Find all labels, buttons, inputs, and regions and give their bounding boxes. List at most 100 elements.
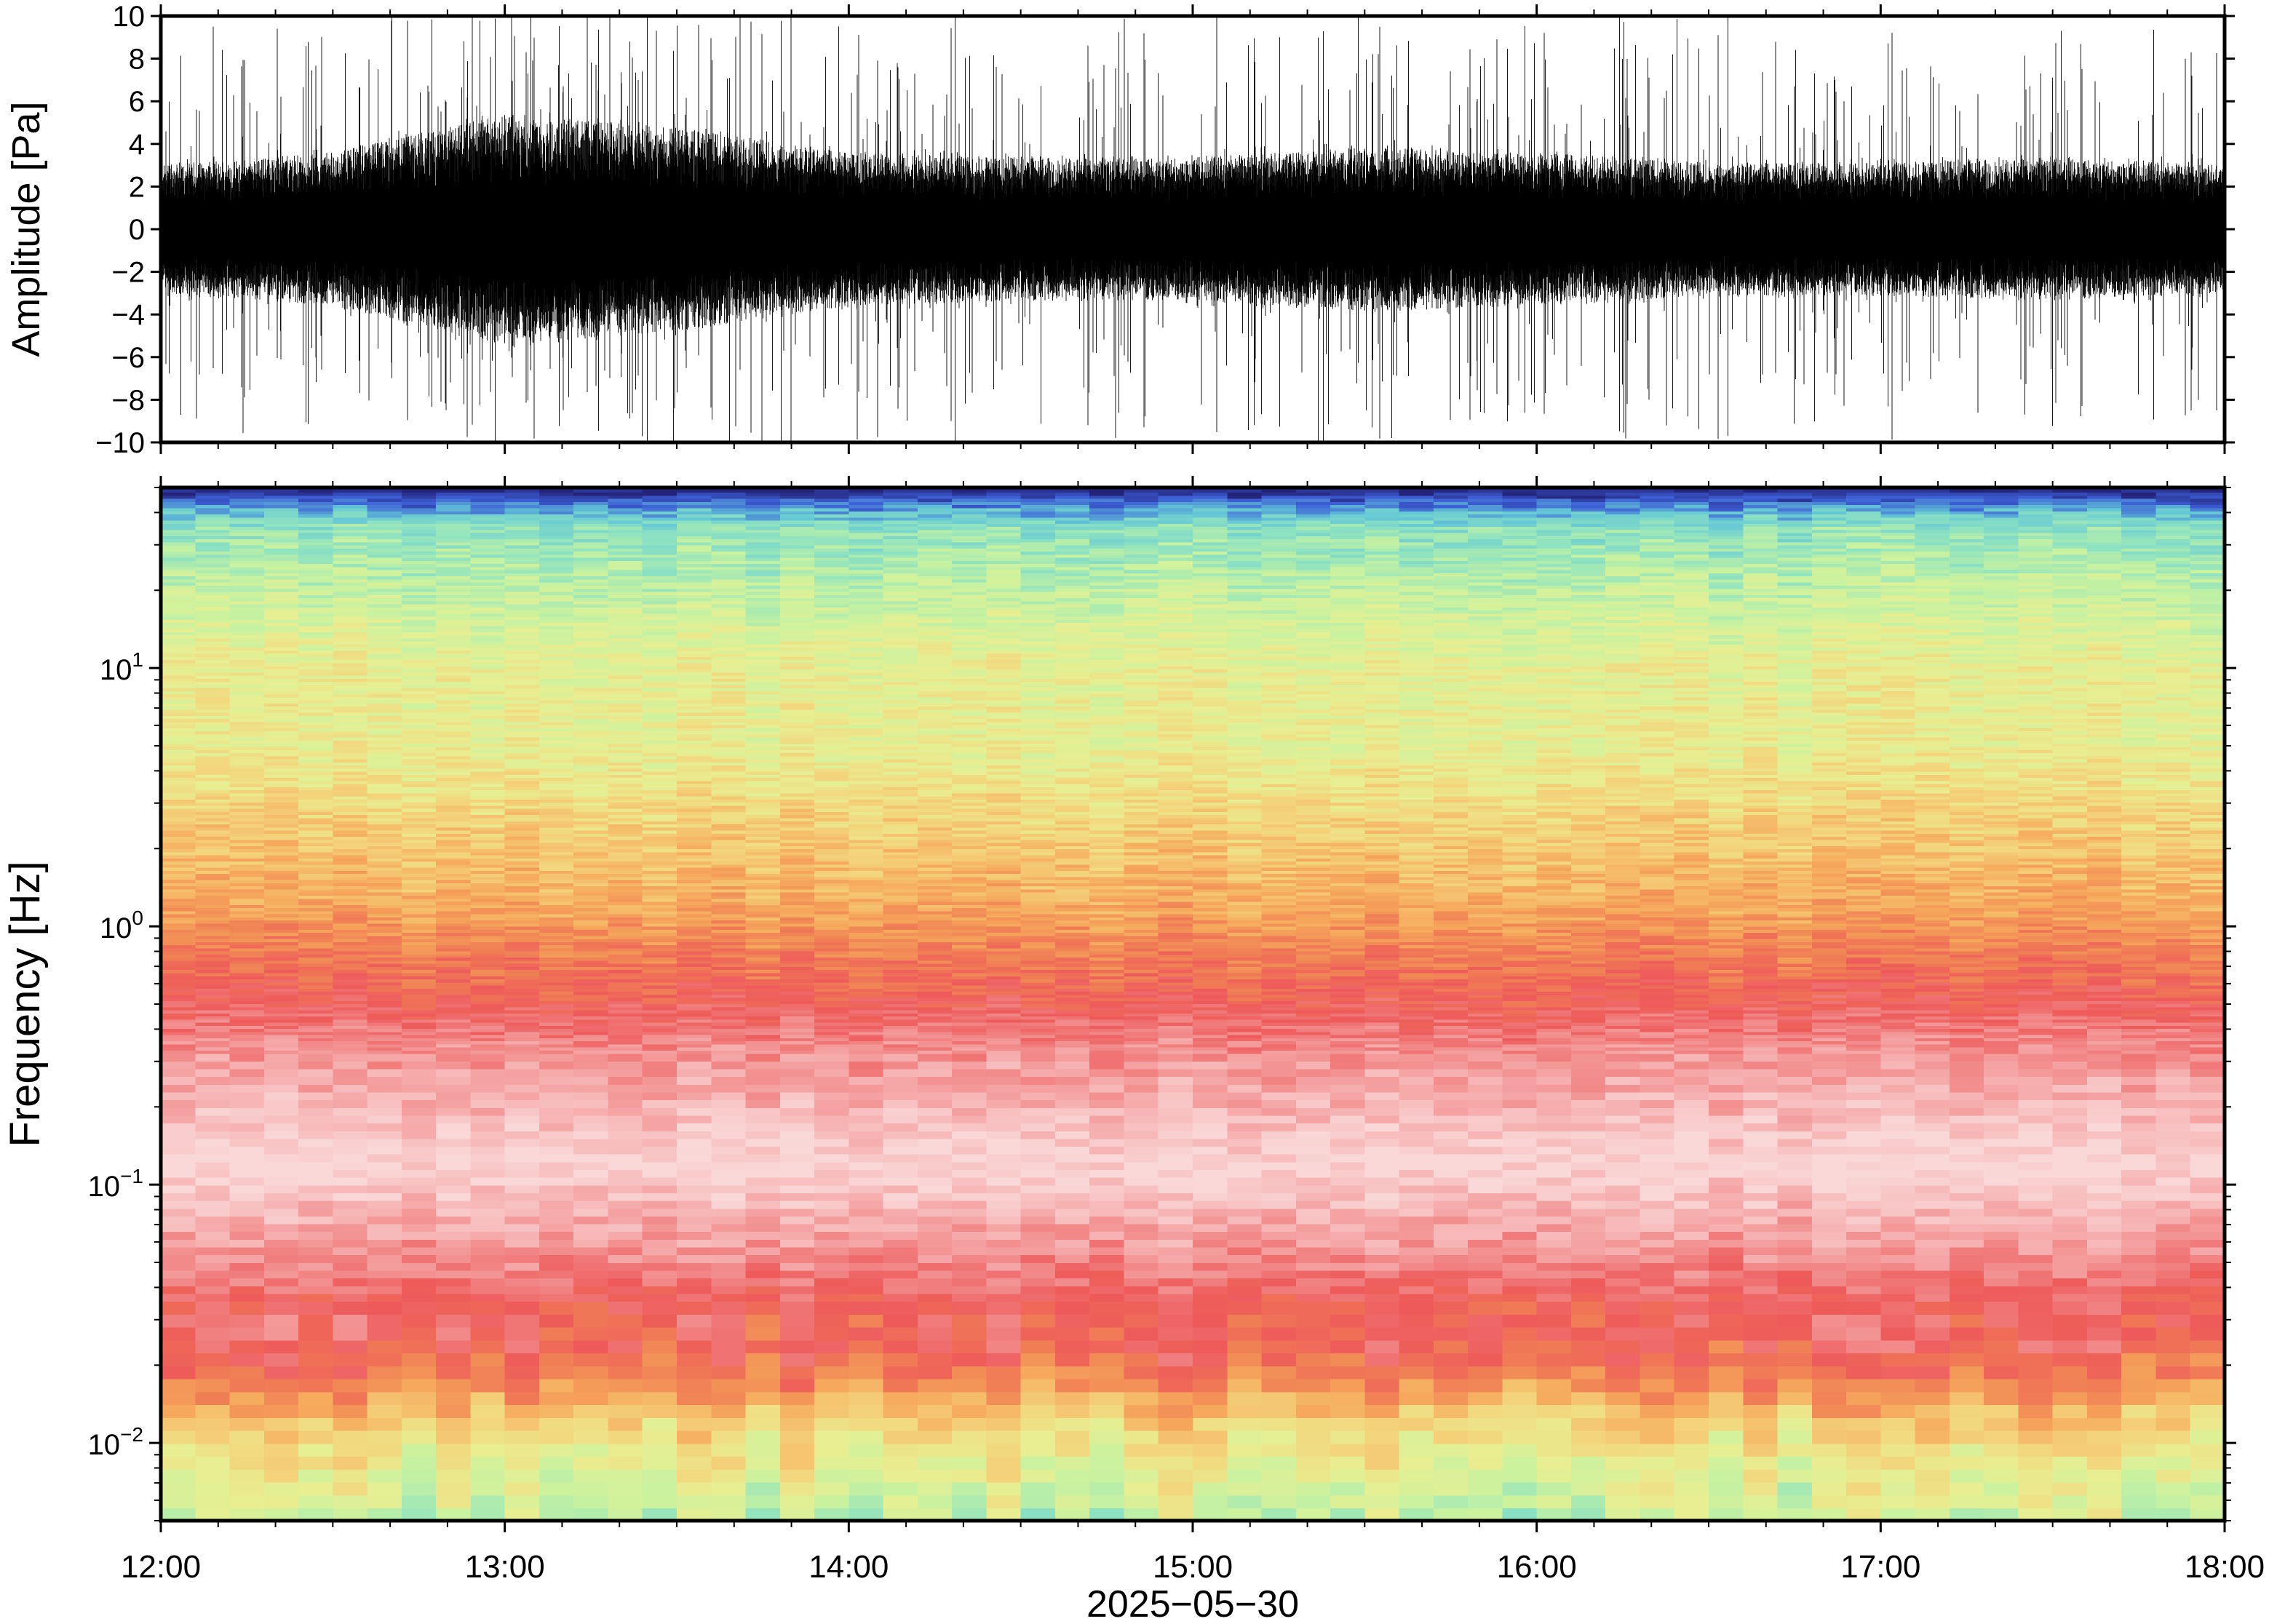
spectrogram-cell — [436, 1208, 471, 1216]
spectrogram-cell — [539, 1139, 574, 1147]
spectrogram-cell — [333, 1177, 367, 1185]
spectrogram-cell — [264, 1353, 299, 1366]
waveform-ytick-label: −2 — [111, 257, 145, 289]
spectrogram-cell — [711, 1254, 746, 1262]
spectrogram-cell — [436, 1482, 471, 1496]
spectrogram-cell — [470, 1270, 505, 1278]
spectrogram-cell — [402, 1239, 437, 1247]
spectrogram-cell — [161, 1417, 196, 1431]
spectrogram-cell — [230, 1353, 265, 1366]
spectrogram-cell — [780, 1469, 815, 1483]
spectrogram-cell — [711, 1115, 746, 1123]
spectrogram-cell — [402, 1169, 437, 1177]
spectrogram-cell — [746, 1069, 781, 1077]
spectrogram-cell — [677, 1193, 712, 1201]
spectrogram-cell — [780, 1092, 815, 1100]
spectrogram-cell — [883, 1430, 918, 1444]
spectrogram-cell — [814, 1208, 849, 1216]
spectrogram-cell — [264, 1444, 299, 1457]
spectrogram-cell — [539, 1417, 574, 1431]
spectrogram-cell — [780, 1146, 815, 1154]
spectrogram-cell — [746, 1379, 781, 1393]
spectrogram-cell — [161, 1115, 196, 1123]
spectrogram-cell — [402, 1107, 437, 1115]
spectrogram-cell — [264, 1430, 299, 1444]
spectrogram-cell — [470, 1262, 505, 1270]
spectrogram-cell — [402, 1327, 437, 1341]
spectrogram-cell — [539, 1327, 574, 1341]
spectrogram-cell — [746, 1123, 781, 1131]
spectrogram-cell — [230, 1247, 265, 1255]
spectrogram-cell — [814, 1294, 849, 1302]
spectrogram-cell — [573, 1099, 608, 1107]
spectrogram-cell — [230, 1061, 265, 1069]
spectrogram-cell — [367, 1061, 402, 1069]
spectrogram-cell — [333, 1294, 367, 1302]
spectrogram-cell — [161, 1193, 196, 1201]
spectrogram-cell — [195, 1404, 230, 1418]
spectrogram-cell — [505, 1294, 540, 1302]
spectrogram-cell — [608, 1286, 643, 1294]
spectrogram-cell — [539, 1270, 574, 1278]
spectrogram-cell — [367, 1201, 402, 1209]
spectrogram-cell — [677, 1092, 712, 1100]
spectrogram-cell — [367, 1123, 402, 1131]
spectrogram-cell — [780, 1247, 815, 1255]
spectrogram-cell — [264, 1053, 299, 1061]
spectrogram-cell — [367, 1286, 402, 1294]
spectrogram-cell — [746, 1231, 781, 1239]
spectrogram-cell — [264, 1131, 299, 1139]
spectrogram-cell — [436, 1270, 471, 1278]
spectrogram-cell — [883, 1482, 918, 1496]
spectrogram-cell — [505, 1169, 540, 1177]
spectrogram-cell — [402, 1262, 437, 1270]
spectrogram-cell — [367, 1099, 402, 1107]
spectrogram-cell — [573, 1379, 608, 1393]
spectrogram-cell — [849, 1239, 883, 1247]
spectrogram-cell — [161, 1092, 196, 1100]
spectrogram-cell — [643, 1185, 677, 1193]
spectrogram-cell — [436, 1146, 471, 1154]
spectrogram-cell — [677, 1254, 712, 1262]
spectrogram-cell — [780, 1482, 815, 1496]
spectrogram-cell — [780, 1069, 815, 1077]
spectrogram-cell — [470, 1430, 505, 1444]
spectrogram-cell — [573, 1185, 608, 1193]
spectrogram-cell — [677, 1139, 712, 1147]
spectrogram-cell — [436, 1392, 471, 1406]
spectrogram-cell — [539, 1201, 574, 1209]
spectrogram-cell — [470, 1404, 505, 1418]
spectrogram-cell — [780, 1201, 815, 1209]
spectrogram-cell — [470, 1278, 505, 1286]
spectrogram-cell — [505, 1366, 540, 1380]
spectrogram-cell — [195, 1301, 230, 1315]
spectrogram-cell — [195, 1314, 230, 1328]
spectrogram-cell — [814, 1444, 849, 1457]
spectrogram-cell — [643, 1430, 677, 1444]
spectrogram-cell — [333, 1456, 367, 1470]
spectrogram-cell — [195, 1340, 230, 1354]
spectrogram-cell — [195, 1092, 230, 1100]
spectrogram-cell — [161, 1146, 196, 1154]
spectrogram-cell — [608, 1247, 643, 1255]
spectrogram-cell — [470, 1139, 505, 1147]
spectrogram-cell — [264, 1076, 299, 1084]
spectrogram-cell — [195, 1224, 230, 1232]
spectrogram-cell — [402, 1216, 437, 1224]
spectrogram-cell — [298, 1270, 333, 1278]
spectrogram-cell — [746, 1430, 781, 1444]
spectrogram-cell — [849, 1392, 883, 1406]
spectrogram-cell — [746, 1131, 781, 1139]
spectrogram-cell — [573, 1286, 608, 1294]
spectrogram-cell — [746, 1444, 781, 1457]
spectrogram-cell — [333, 1417, 367, 1431]
spectrogram-cell — [643, 1146, 677, 1154]
spectrogram-cell — [780, 1084, 815, 1092]
spectrogram-cell — [608, 1208, 643, 1216]
spectrogram-cell — [367, 1353, 402, 1366]
spectrogram-cell — [367, 1224, 402, 1232]
spectrogram-cell — [780, 1278, 815, 1286]
spectrogram-cell — [367, 1162, 402, 1170]
spectrogram-cell — [539, 1123, 574, 1131]
spectrogram-cell — [539, 1247, 574, 1255]
